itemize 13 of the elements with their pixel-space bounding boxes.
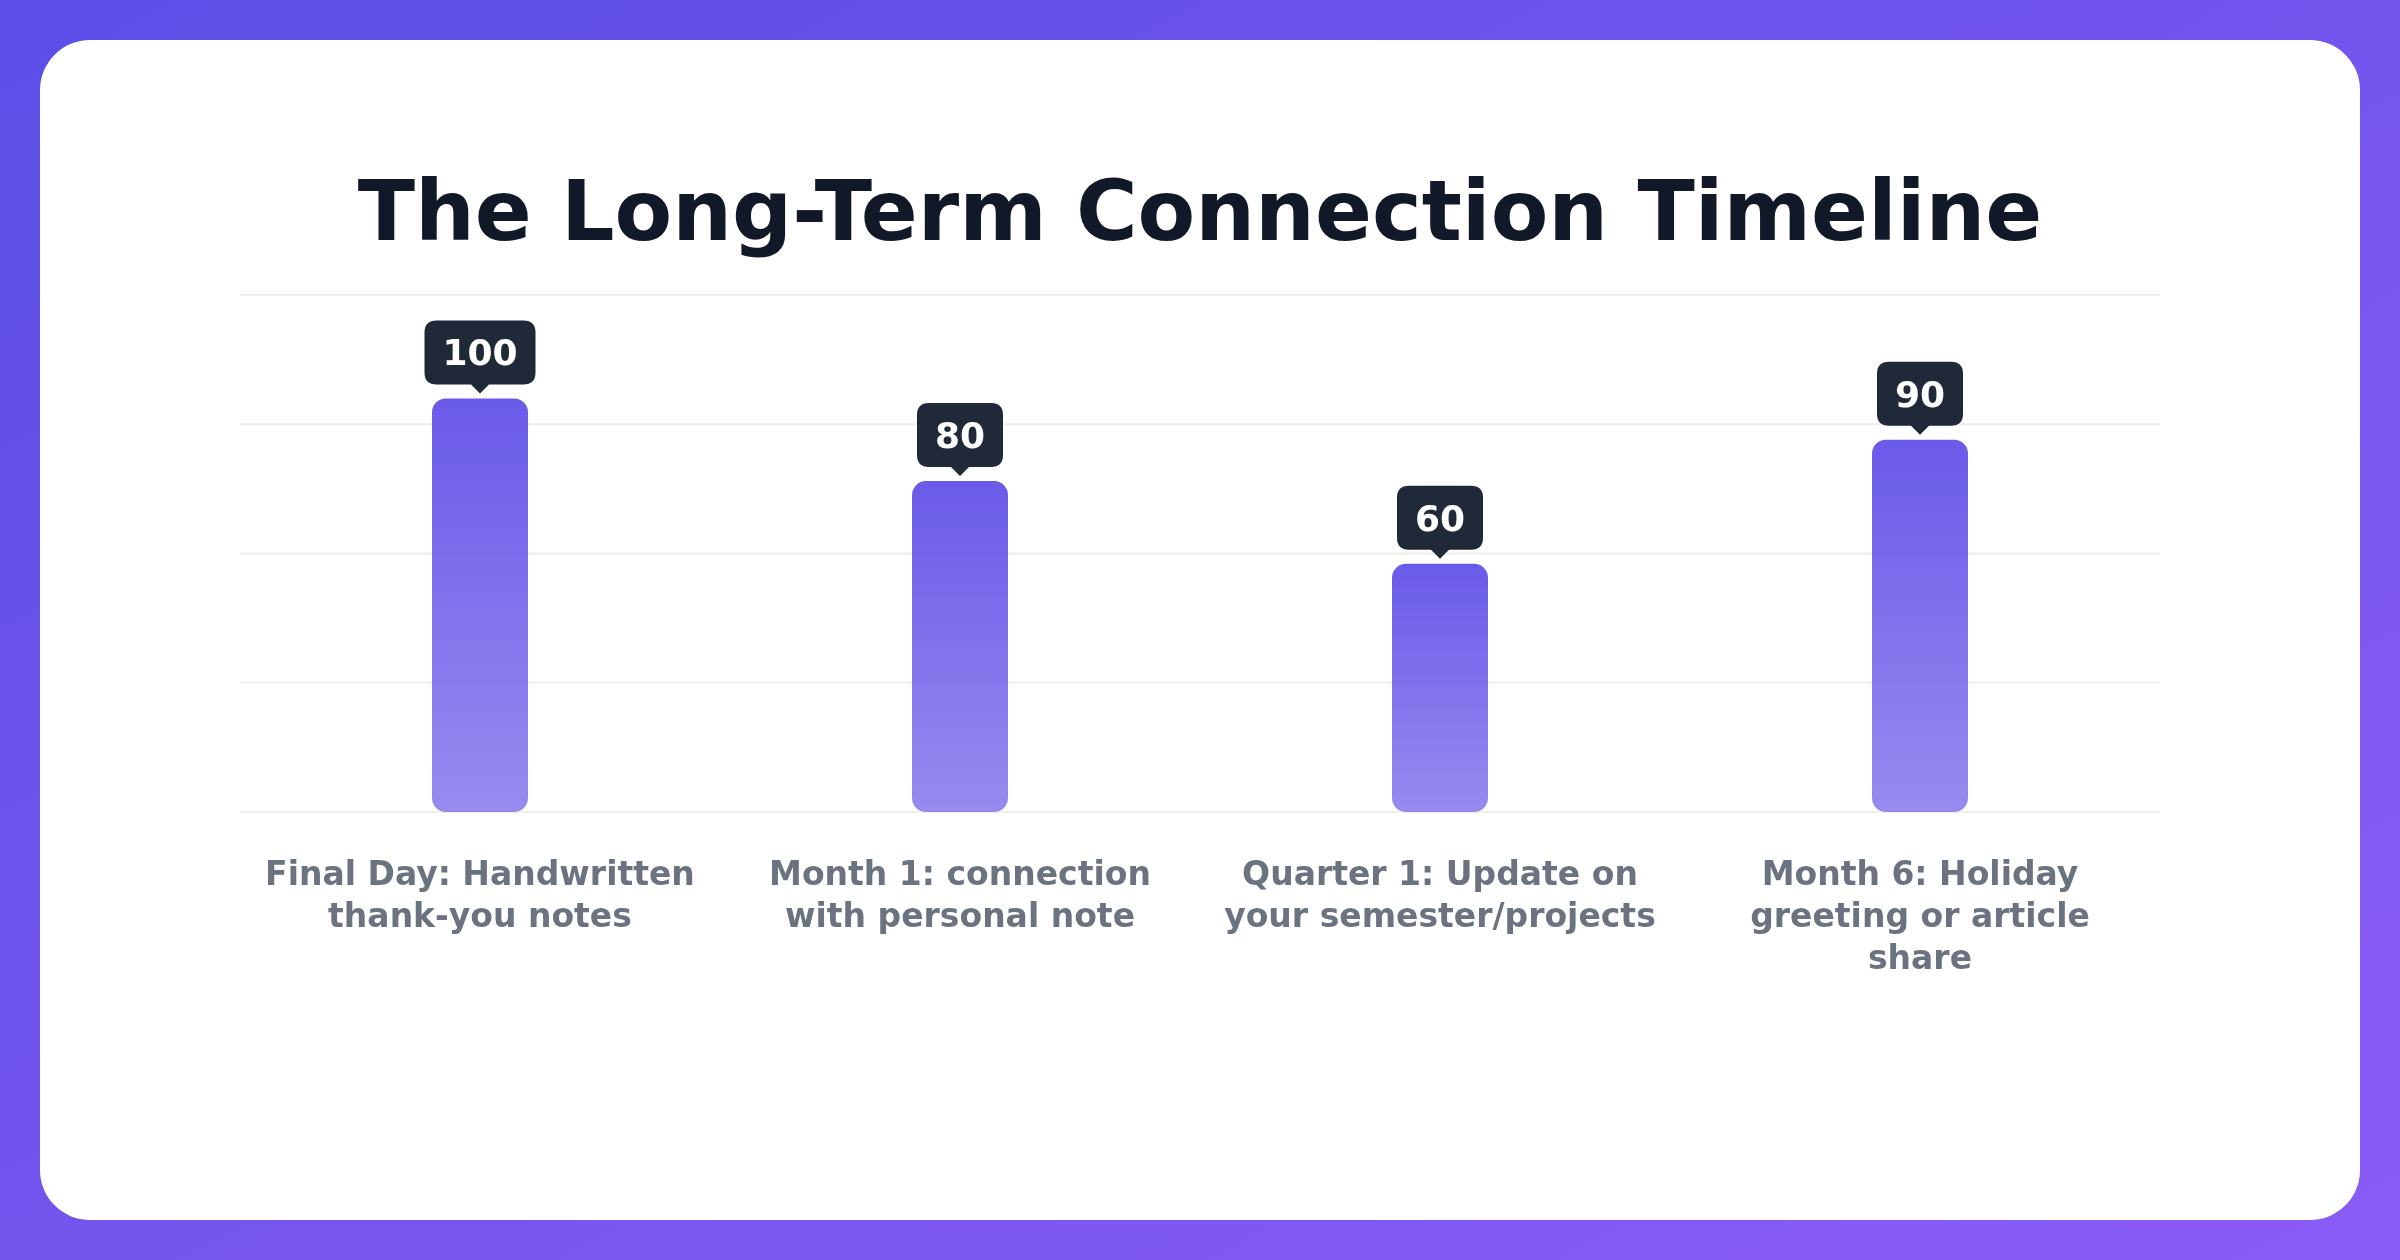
x-tick-label: Final Day: Handwritten thank-you notes (265, 854, 695, 935)
data-label: 80 (934, 415, 986, 457)
data-label: 60 (1414, 497, 1466, 539)
bar (912, 481, 1008, 812)
data-label: 90 (1894, 373, 1946, 415)
bar (432, 398, 528, 812)
bar (1392, 563, 1488, 812)
chart-title: The Long-Term Connection Timeline (357, 162, 2043, 260)
bar (1872, 439, 1968, 812)
x-tick-label: Quarter 1: Update on your semester/projects (1224, 854, 1656, 935)
data-label: 100 (442, 332, 518, 374)
x-tick-label: Month 6: Holiday greeting or article share (1750, 854, 2090, 977)
x-tick-label: Month 1: connection with personal note (769, 854, 1151, 935)
